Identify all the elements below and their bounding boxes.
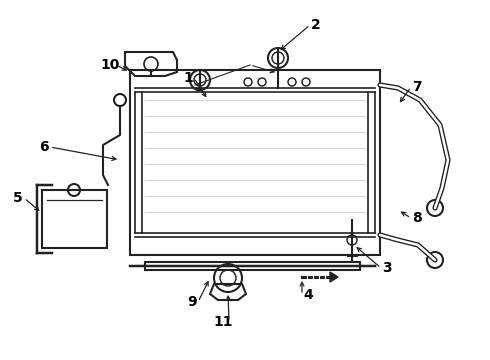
Text: 11: 11: [213, 315, 233, 329]
Text: 2: 2: [311, 18, 321, 32]
Text: 3: 3: [382, 261, 392, 275]
Text: 5: 5: [13, 191, 23, 205]
Polygon shape: [330, 272, 338, 282]
Text: 9: 9: [187, 295, 197, 309]
Text: 8: 8: [412, 211, 422, 225]
Text: 7: 7: [412, 80, 422, 94]
Text: 4: 4: [303, 288, 313, 302]
Text: 6: 6: [39, 140, 49, 154]
Text: 10: 10: [100, 58, 120, 72]
Text: 1: 1: [183, 71, 193, 85]
